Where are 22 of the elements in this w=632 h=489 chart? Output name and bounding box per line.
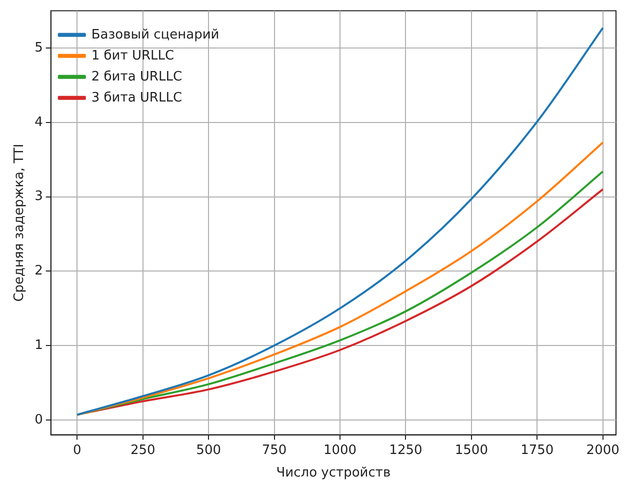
x-tick-label: 2000 — [586, 442, 620, 458]
x-tick-label: 0 — [73, 442, 82, 458]
y-tick-label: 5 — [34, 40, 43, 56]
line-series — [76, 26, 604, 416]
legend-label: 3 бита URLLC — [91, 90, 182, 106]
y-tick-label: 1 — [34, 338, 43, 353]
x-tick-label: 1250 — [389, 442, 422, 458]
y-tick-label: 0 — [34, 412, 43, 428]
y-axis-title: Средняя задержка, TTI — [12, 144, 28, 302]
legend-label: 1 бит URLLC — [91, 48, 174, 64]
x-tick-label: 1500 — [454, 442, 488, 458]
y-tick-label: 3 — [34, 189, 43, 204]
y-tick-label: 2 — [34, 264, 43, 279]
x-tick-label: 750 — [262, 442, 287, 458]
x-tick-label: 250 — [130, 442, 156, 458]
x-tick-label: 1750 — [520, 442, 554, 458]
y-tick-label: 4 — [34, 114, 43, 130]
legend-label: 2 бита URLLC — [91, 69, 182, 84]
x-tick-label: 500 — [196, 442, 221, 458]
legend-label: Базовый сценарий — [91, 27, 220, 42]
x-tick-label: 1000 — [323, 442, 357, 458]
x-axis-title: Число устройств — [276, 466, 391, 481]
